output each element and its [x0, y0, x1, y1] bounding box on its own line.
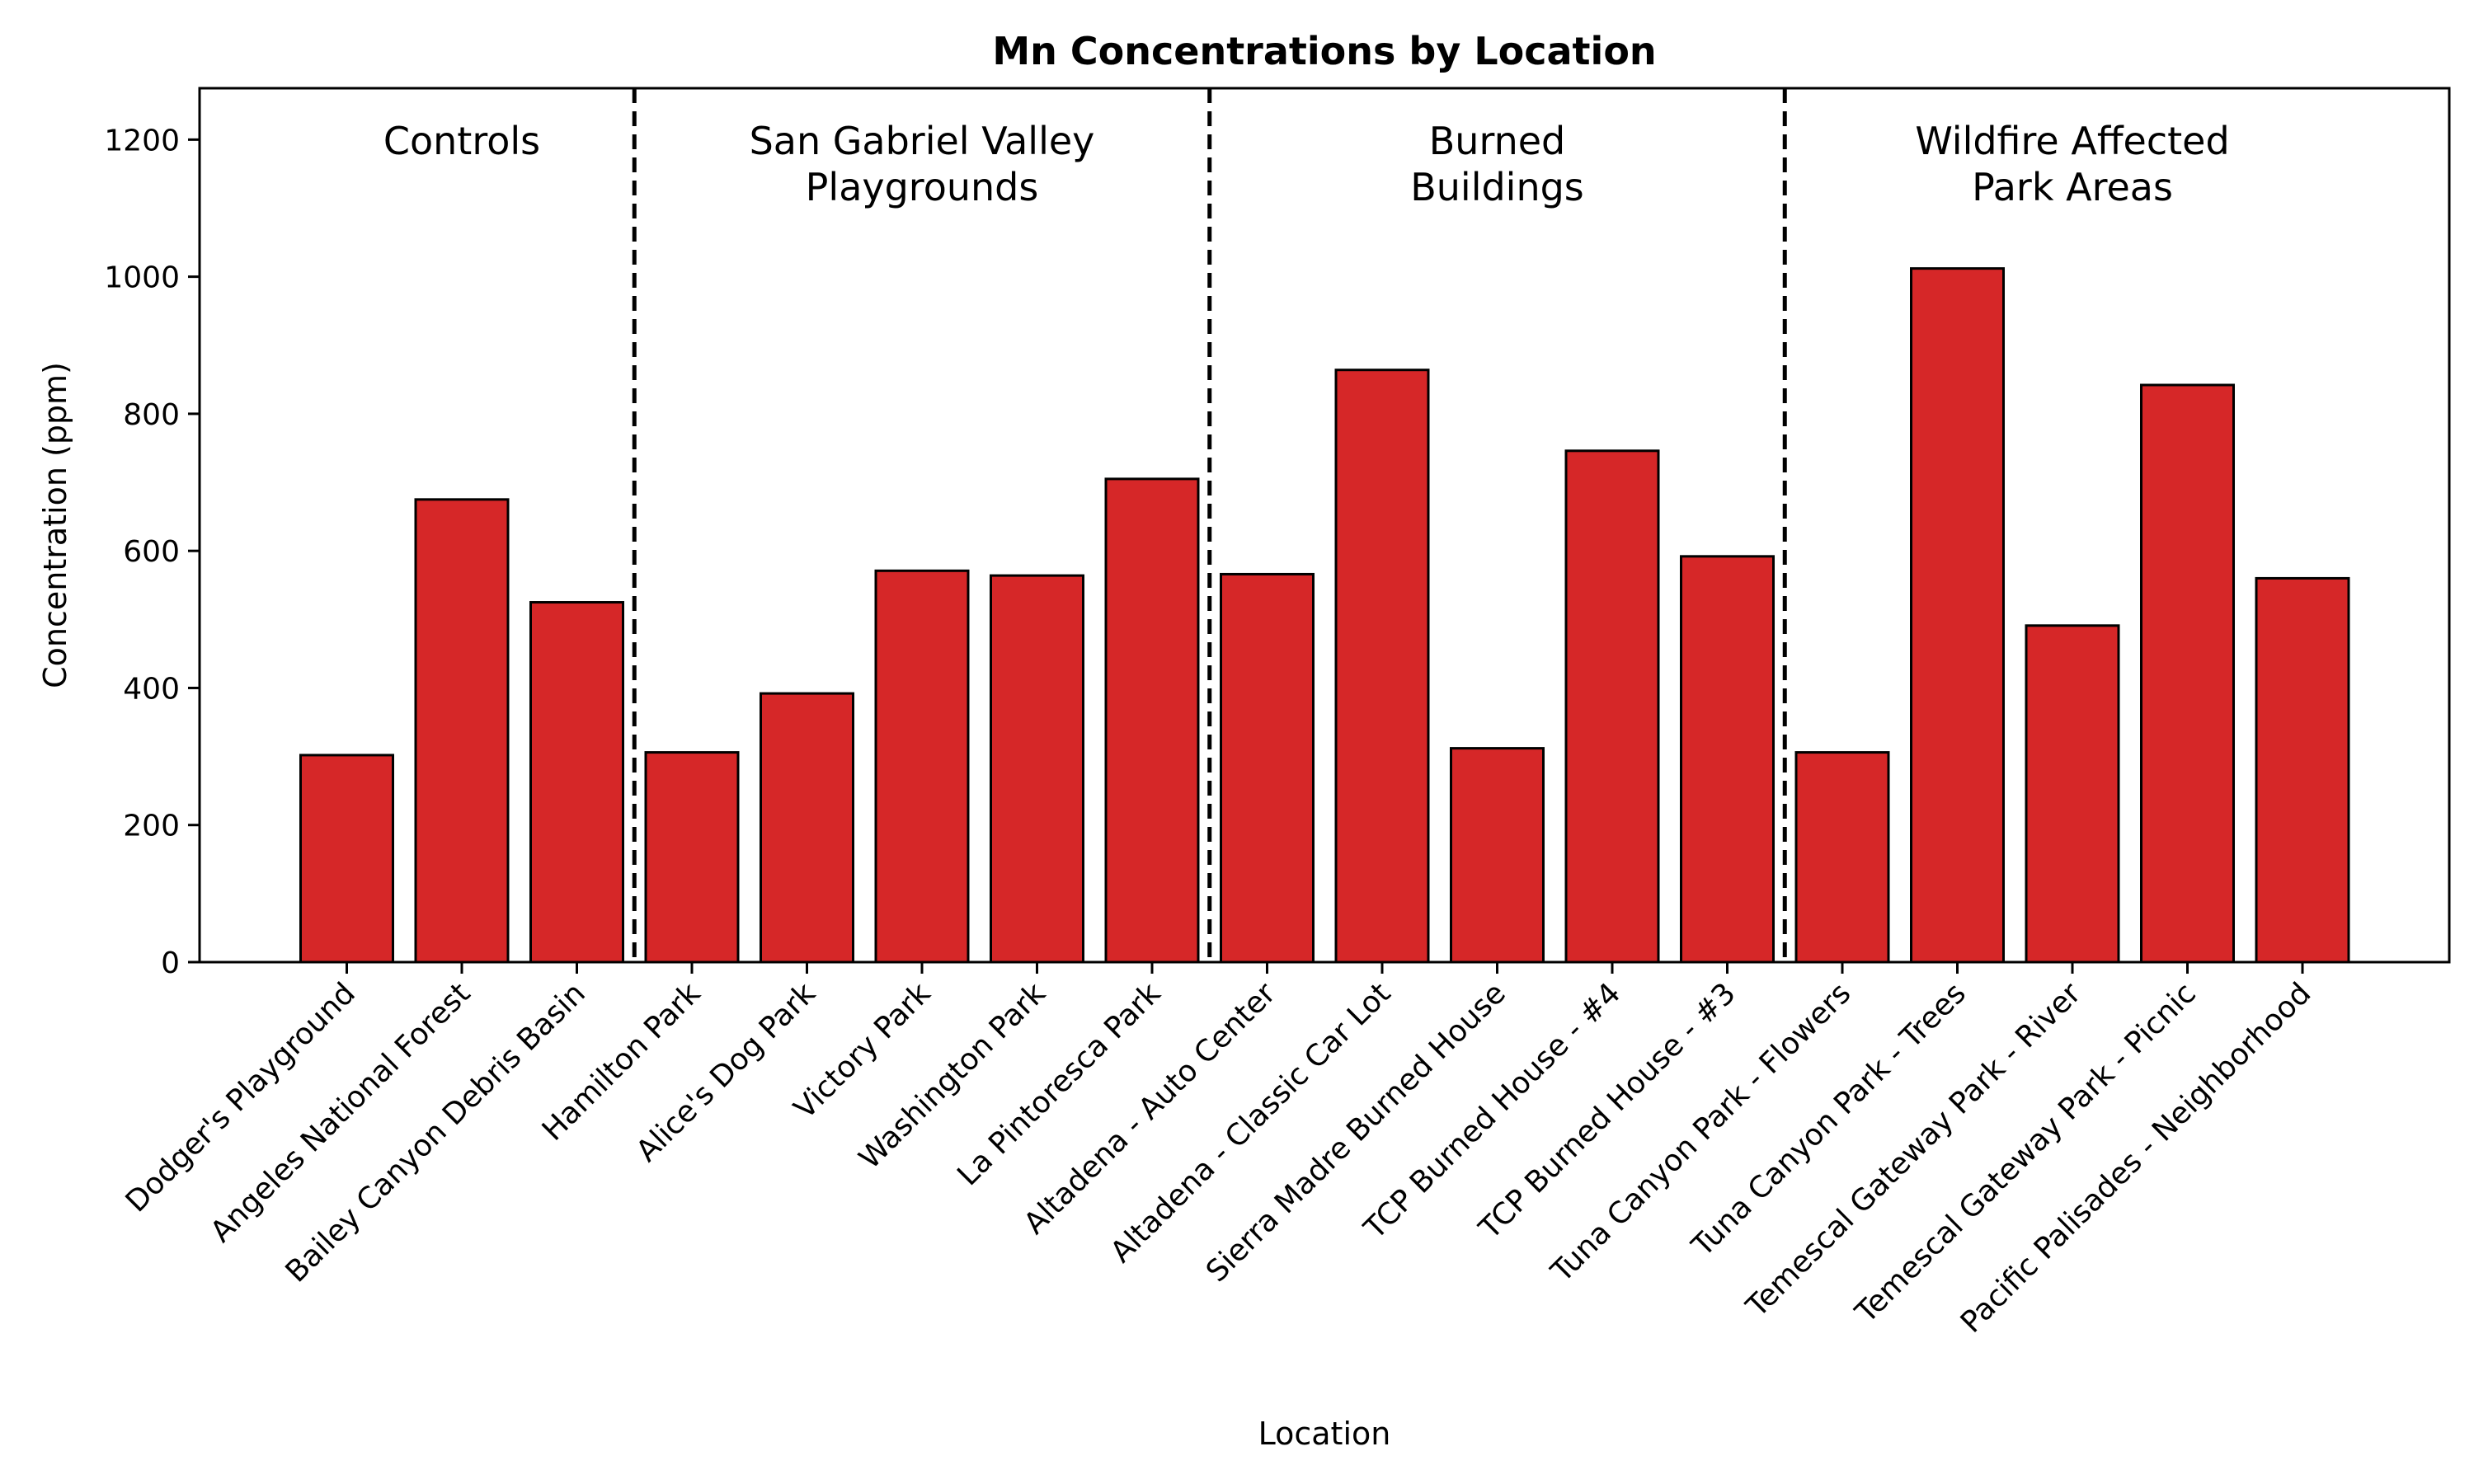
y-tick-label-1: 200 [123, 810, 180, 843]
bar-10 [1450, 747, 1545, 964]
bar-16 [2140, 383, 2235, 964]
group-label-line: Burned [1429, 119, 1565, 163]
y-tick-label-4: 800 [123, 398, 180, 432]
x-axis-label: Location [1258, 1416, 1391, 1452]
bar-0 [299, 754, 394, 964]
chart-title: Mn Concentrations by Location [992, 29, 1656, 73]
group-labels: Controls San Gabriel Valley Playgrounds Bur… [383, 119, 2230, 209]
bar-1 [414, 498, 510, 964]
group-label-1: San Gabriel Valley Playgrounds [750, 119, 1095, 209]
bar-9 [1334, 369, 1430, 964]
y-tick-label-3: 600 [123, 535, 180, 569]
bars-layer [299, 267, 2350, 964]
group-dividers [632, 88, 1787, 962]
y-tick-label-2: 400 [123, 672, 180, 706]
x-tick-label-7: La Pintoresca Park [951, 976, 1167, 1192]
bar-11 [1564, 449, 1660, 964]
bar-15 [2025, 624, 2120, 964]
group-label-line: Controls [383, 119, 540, 163]
bar-12 [1680, 555, 1775, 964]
group-label-line: Park Areas [1972, 165, 2173, 209]
y-tick-label-5: 1000 [104, 261, 180, 295]
y-axis: 0 200 400 600 800 1000 1200 [104, 124, 200, 980]
bar-7 [1104, 477, 1200, 964]
bar-6 [990, 574, 1084, 964]
plot-frame [198, 87, 2451, 964]
group-label-3: Wildfire Affected Park Areas [1915, 119, 2229, 209]
group-label-line: San Gabriel Valley [750, 119, 1095, 163]
x-tick-label-0: Dodger's Playground [120, 976, 362, 1219]
bar-5 [874, 569, 970, 964]
group-label-0: Controls [383, 119, 540, 163]
y-tick-label-0: 0 [161, 946, 180, 980]
group-label-line: Wildfire Affected [1915, 119, 2229, 163]
bar-17 [2255, 576, 2350, 964]
y-axis-label: Concentration (ppm) [37, 362, 73, 688]
bar-3 [644, 751, 740, 964]
y-tick-label-6: 1200 [104, 124, 180, 157]
bar-14 [1910, 267, 2005, 964]
bar-8 [1220, 572, 1315, 964]
bar-4 [760, 692, 854, 964]
bar-2 [529, 601, 624, 964]
bar-13 [1794, 751, 1890, 964]
group-label-line: Buildings [1410, 165, 1584, 209]
group-label-2: Burned Buildings [1410, 119, 1584, 209]
group-label-line: Playgrounds [806, 165, 1039, 209]
